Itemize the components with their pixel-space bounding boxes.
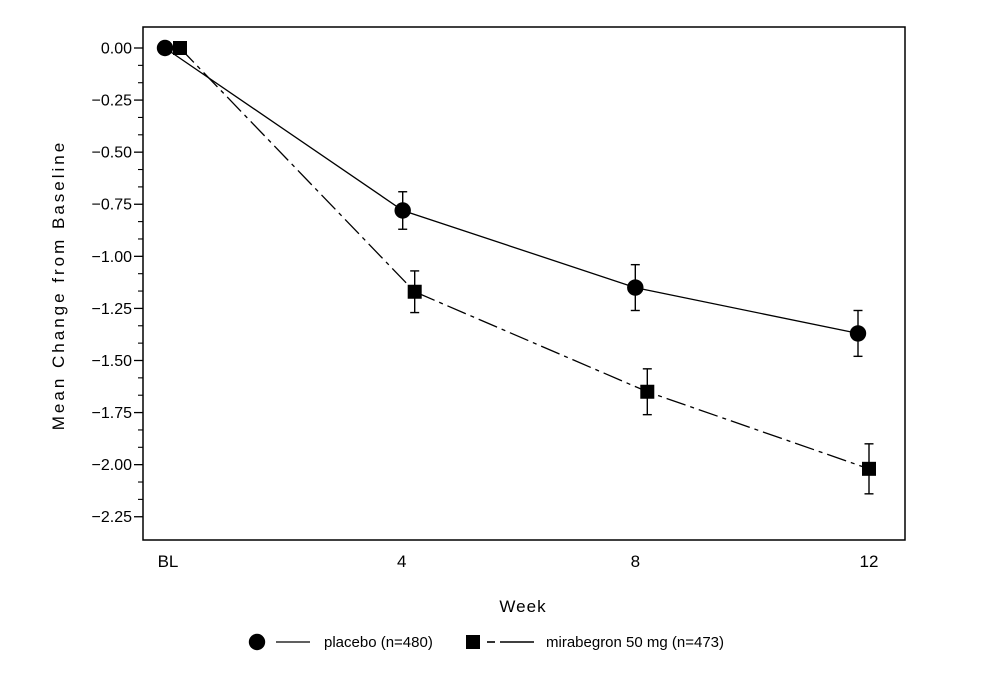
mirabegron-legend-glyph bbox=[466, 635, 534, 649]
circle-marker-icon bbox=[248, 633, 266, 651]
data-point-mirabegron bbox=[173, 41, 187, 55]
plot-frame bbox=[142, 26, 906, 541]
data-point-mirabegron bbox=[407, 284, 422, 299]
square-marker-icon bbox=[466, 635, 480, 649]
placebo-legend-glyph bbox=[248, 633, 310, 651]
y-tick-label: −2.00 bbox=[92, 457, 133, 474]
legend-label-mirabegron: mirabegron 50 mg (n=473) bbox=[546, 633, 725, 651]
x-tick-label: 8 bbox=[631, 552, 640, 571]
data-point-placebo bbox=[156, 39, 174, 57]
y-tick-label: −0.25 bbox=[92, 93, 133, 110]
data-point-mirabegron bbox=[862, 461, 876, 476]
y-tick-label: −2.25 bbox=[92, 509, 133, 526]
x-tick-label: 4 bbox=[397, 552, 406, 571]
data-point-placebo bbox=[849, 325, 867, 342]
y-tick-label: 0.00 bbox=[101, 41, 132, 58]
data-point-placebo bbox=[627, 279, 644, 296]
y-tick-label: −1.25 bbox=[92, 301, 133, 318]
data-point-mirabegron bbox=[640, 384, 655, 399]
y-tick-label: −1.75 bbox=[92, 405, 133, 422]
y-tick-label: −0.75 bbox=[92, 197, 133, 214]
x-axis-title: Week bbox=[499, 597, 547, 616]
y-tick-label: −1.00 bbox=[92, 249, 133, 266]
y-tick-label: −0.50 bbox=[92, 145, 133, 162]
legend-item-mirabegron: mirabegron 50 mg (n=473) bbox=[460, 631, 724, 653]
x-tick-label: BL bbox=[158, 552, 179, 571]
x-tick-label: 12 bbox=[860, 552, 879, 571]
y-axis-title: Mean Change from Baseline bbox=[49, 139, 68, 431]
legend-item-placebo: placebo (n=480) bbox=[245, 631, 433, 653]
data-point-placebo bbox=[394, 202, 411, 219]
series-line-placebo bbox=[164, 47, 859, 335]
legend-label-placebo: placebo (n=480) bbox=[324, 633, 433, 651]
y-tick-label: −1.50 bbox=[92, 353, 133, 370]
series-line-mirabegron bbox=[179, 47, 870, 470]
